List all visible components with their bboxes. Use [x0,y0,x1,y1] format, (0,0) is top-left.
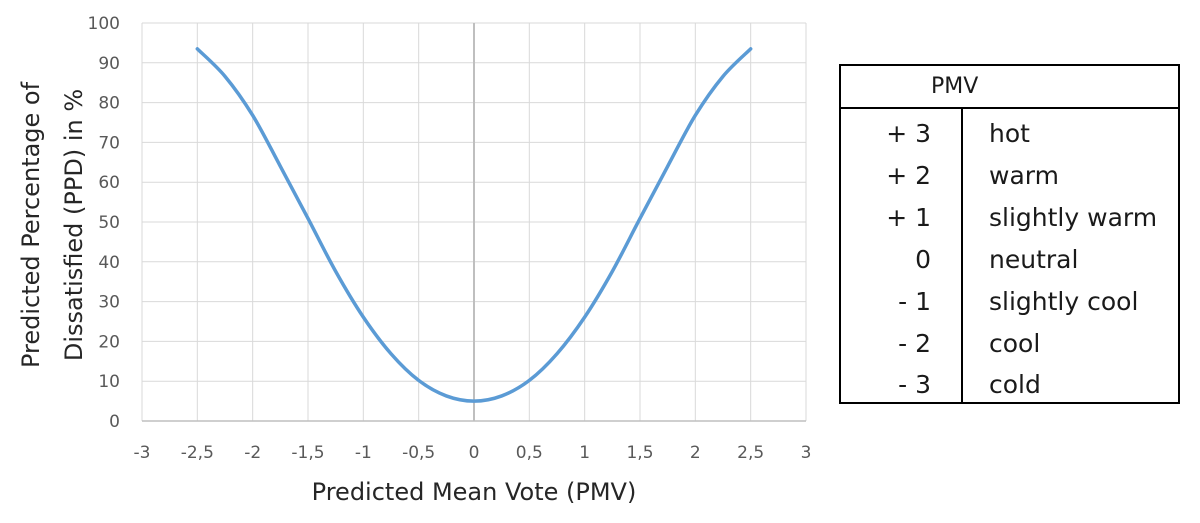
y-tick-label: 90 [98,54,120,74]
x-tick-label: -1 [355,443,372,463]
x-tick-label: -2 [244,443,261,463]
pmv-row-cool: - 2 cool [841,323,1178,365]
x-tick-label: -3 [134,443,151,463]
pmv-table-header: PMV [841,66,1178,109]
ppd-curve [195,47,753,403]
y-axis-title-line-1: Predicted Percentage of [17,81,45,368]
pmv-row-hot: + 3 hot [841,113,1178,155]
y-tick-label: 10 [98,372,120,392]
x-tick-label: -0,5 [402,443,435,463]
pmv-value: + 3 [886,119,931,148]
x-axis-title: Predicted Mean Vote (PMV) [312,478,637,506]
pmv-row-slightly-warm: + 1 slightly warm [841,197,1178,239]
x-tick-label: -1,5 [291,443,324,463]
pmv-value: + 2 [886,161,931,190]
pmv-row-neutral: 0 neutral [841,239,1178,281]
y-tick-label: 100 [88,14,120,34]
y-tick-label: 20 [98,332,120,352]
pmv-row-warm: + 2 warm [841,155,1178,197]
x-tick-label: -2,5 [181,443,214,463]
x-tick-label: 0,5 [516,443,543,463]
y-tick-label: 30 [98,293,120,313]
y-tick-label: 80 [98,94,120,114]
x-tick-labels: -3 -2,5 -2 -1,5 -1 -0,5 0 0,5 1 1,5 2 2,5 3 [134,443,812,463]
y-tick-labels: 0 10 20 30 40 50 60 70 80 90 100 [88,14,120,432]
y-tick-label: 50 [98,213,120,233]
x-tick-label: 2,5 [737,443,764,463]
y-axis-title: Predicted Percentage of Dissatisfied (PP… [17,81,88,368]
series-lines [195,47,753,403]
pmv-label: cold [989,370,1041,399]
pmv-label: neutral [989,245,1079,274]
pmv-row-slightly-cool: - 1 slightly cool [841,281,1178,323]
pmv-label: slightly cool [989,287,1139,316]
ppd-pmv-chart: -3 -2,5 -2 -1,5 -1 -0,5 0 0,5 1 1,5 2 2,5 3 0 10 20 30 4… [17,14,812,506]
pmv-label: cool [989,329,1041,358]
y-tick-label: 70 [98,133,120,153]
x-tick-label: 3 [801,443,812,463]
pmv-value: + 1 [886,203,931,232]
pmv-value: - 1 [898,287,931,316]
pmv-label: slightly warm [989,203,1158,232]
pmv-value: 0 [915,245,931,274]
x-tick-label: 1,5 [626,443,653,463]
pmv-value: - 3 [898,370,931,399]
y-tick-label: 0 [109,412,120,432]
x-tick-label: 0 [469,443,480,463]
pmv-label: warm [989,161,1059,190]
pmv-table-body: + 3 hot + 2 warm + 1 slightly warm 0 neu… [841,109,1178,402]
pmv-label: hot [989,119,1030,148]
axes [142,23,806,422]
pmv-row-cold: - 3 cold [841,364,1178,406]
pmv-table-divider [961,109,963,402]
y-axis-title-line-2: Dissatisfied (PPD) in % [60,89,88,361]
y-tick-label: 40 [98,253,120,273]
y-tick-label: 60 [98,173,120,193]
x-tick-label: 1 [579,443,590,463]
pmv-scale-table: PMV + 3 hot + 2 warm + 1 slightly warm 0… [839,64,1180,404]
x-tick-label: 2 [690,443,701,463]
pmv-value: - 2 [898,329,931,358]
